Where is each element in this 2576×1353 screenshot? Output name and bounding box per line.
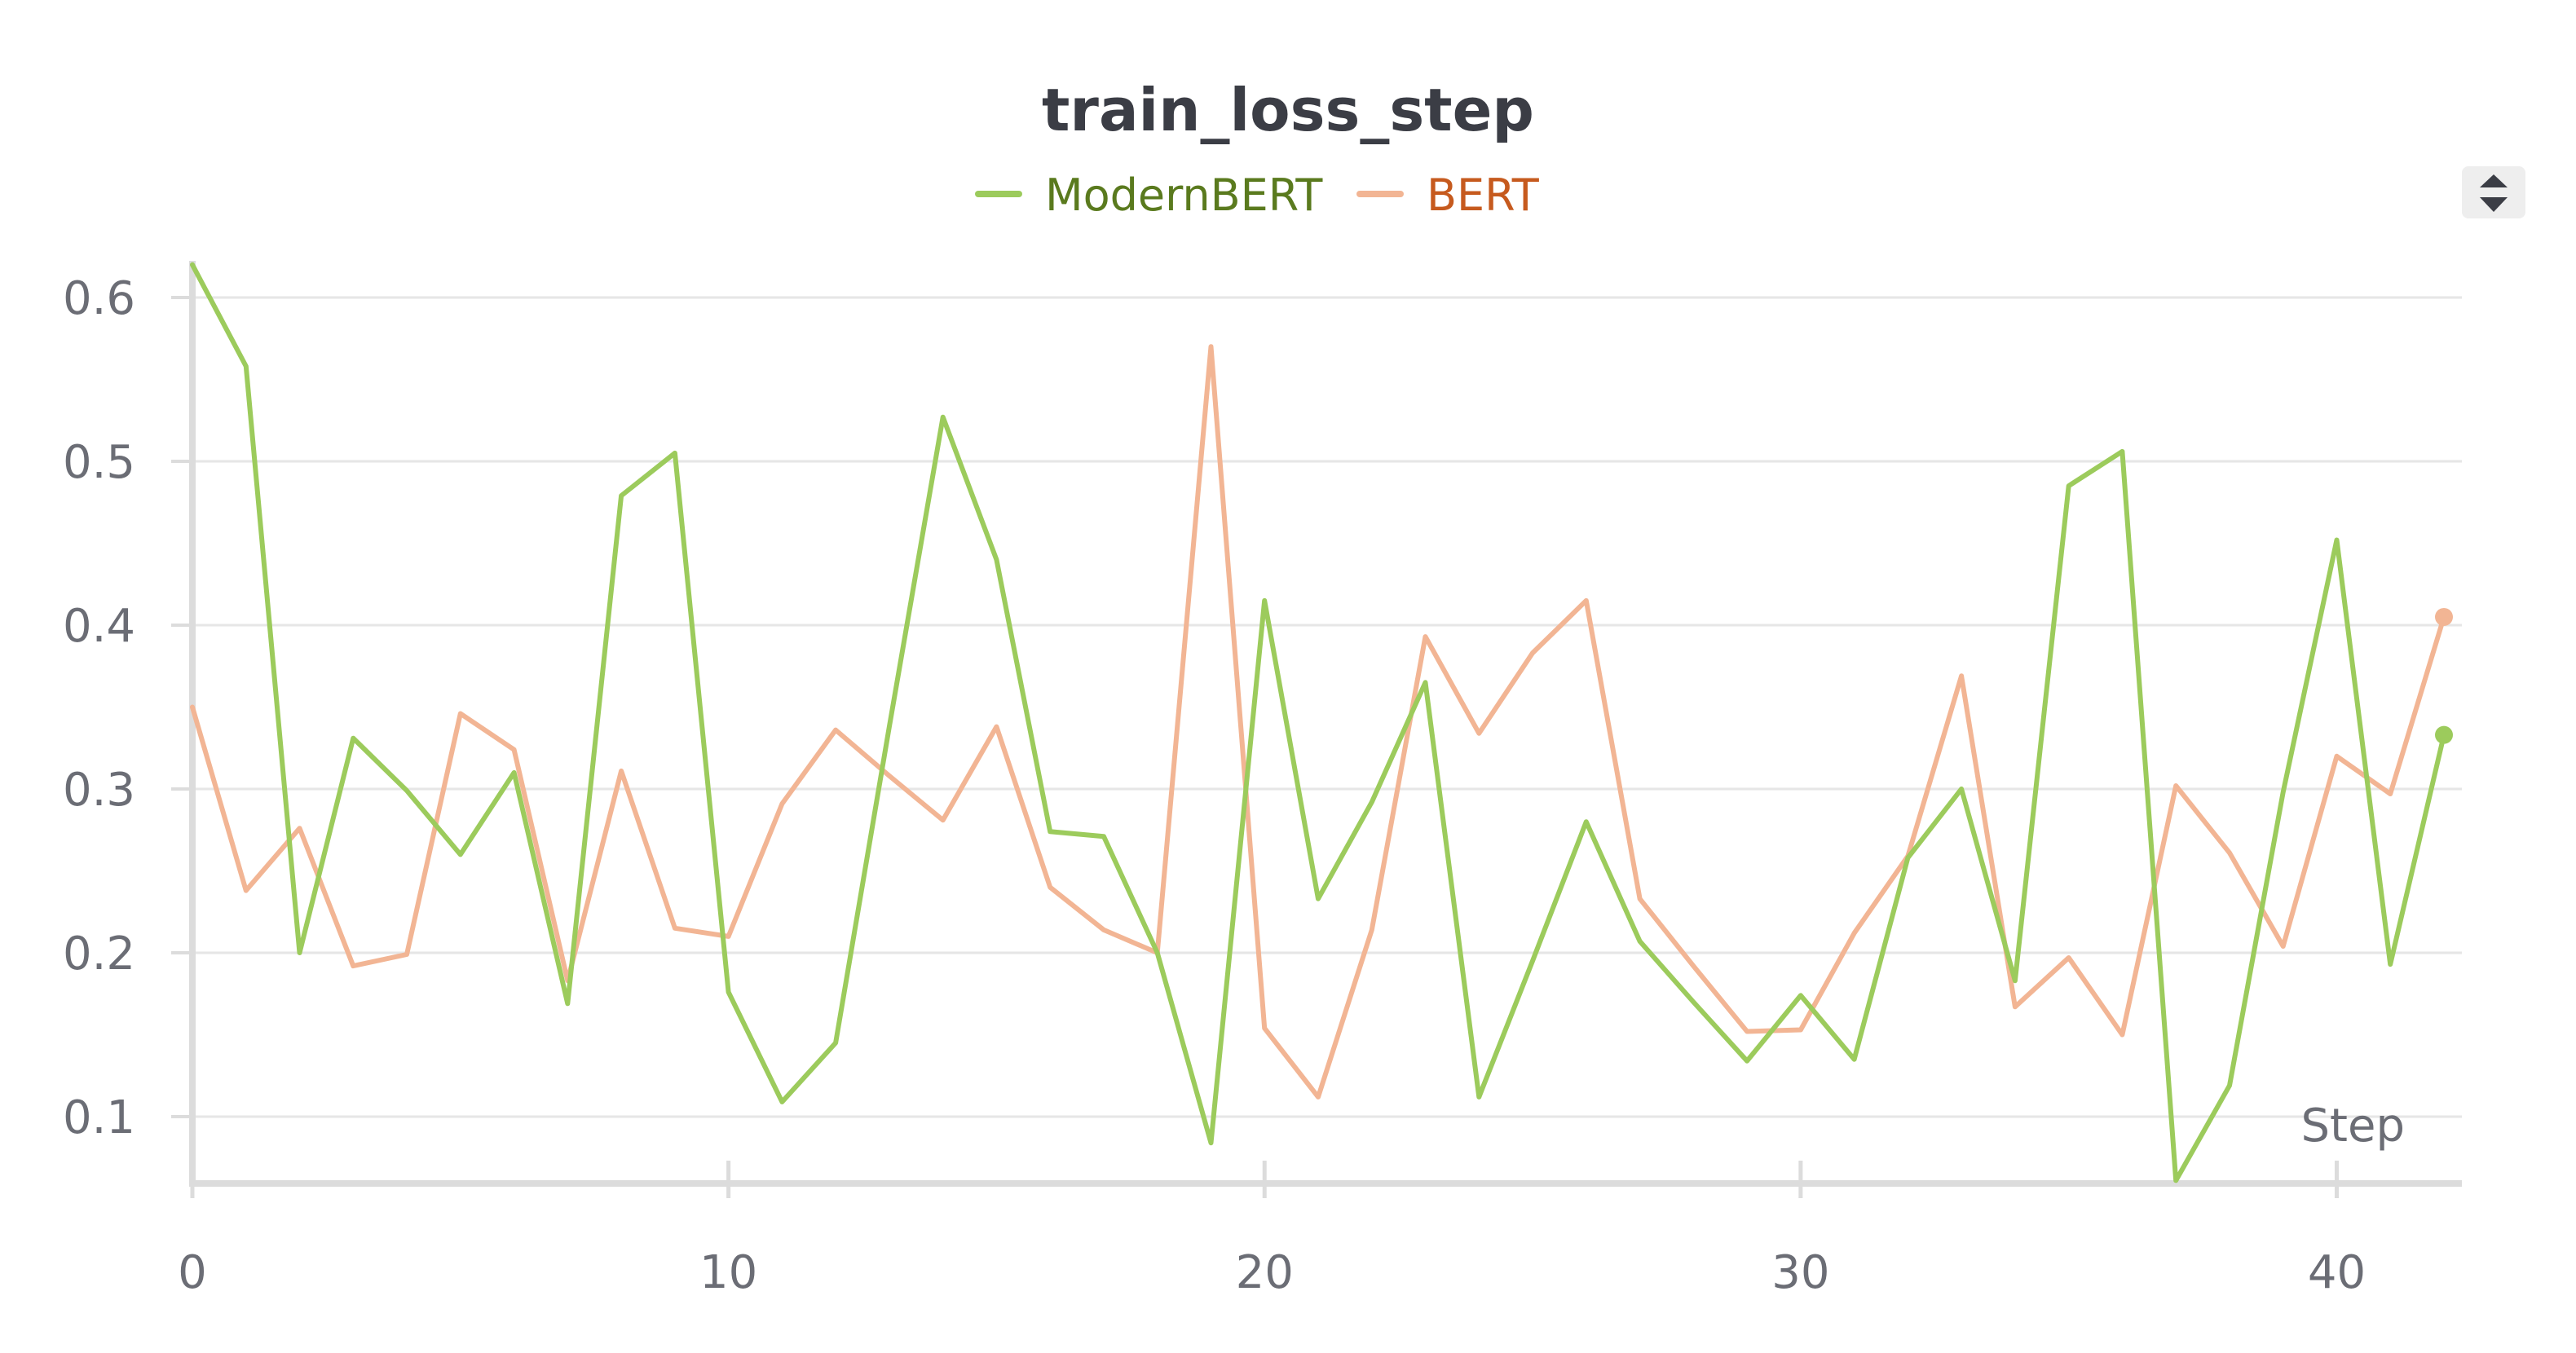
series-endpoint-bert[interactable] bbox=[2435, 607, 2453, 626]
y-tick-label: 0.5 bbox=[63, 436, 135, 489]
legend-item-modernbert[interactable]: ModernBERT bbox=[975, 170, 1323, 221]
y-tick-label: 0.2 bbox=[63, 928, 135, 981]
chevron-up-down-icon bbox=[2480, 174, 2508, 212]
x-tick-label: 30 bbox=[1771, 1246, 1829, 1299]
x-tick-label: 0 bbox=[178, 1246, 207, 1299]
y-tick-label: 0.1 bbox=[63, 1091, 135, 1144]
series-endpoint-modernbert[interactable] bbox=[2435, 725, 2453, 744]
x-tick-label: 10 bbox=[699, 1246, 757, 1299]
x-axis-label: Step bbox=[2300, 1100, 2405, 1152]
series-line-modernbert[interactable] bbox=[190, 262, 2446, 1183]
series bbox=[190, 262, 2453, 1183]
legend-label-bert: BERT bbox=[1427, 170, 1540, 221]
legend-item-bert[interactable]: BERT bbox=[1356, 170, 1540, 221]
y-tick-label: 0.6 bbox=[63, 272, 135, 325]
tick-labels: 0.1 0.2 0.3 0.4 0.5 0.6 0 10 20 30 40 bbox=[63, 272, 2366, 1299]
legend-label-modernbert: ModernBERT bbox=[1045, 170, 1323, 221]
x-tick-label: 20 bbox=[1236, 1246, 1294, 1299]
legend-scroll-button[interactable] bbox=[2462, 166, 2525, 218]
y-tick-label: 0.3 bbox=[63, 764, 135, 817]
legend[interactable]: ModernBERT BERT bbox=[975, 170, 1540, 221]
grid bbox=[192, 296, 2462, 1118]
x-tick-label: 40 bbox=[2308, 1246, 2366, 1299]
y-tick-label: 0.4 bbox=[63, 600, 135, 653]
chart-title: train_loss_step bbox=[1042, 76, 1534, 144]
axes bbox=[171, 261, 2462, 1198]
